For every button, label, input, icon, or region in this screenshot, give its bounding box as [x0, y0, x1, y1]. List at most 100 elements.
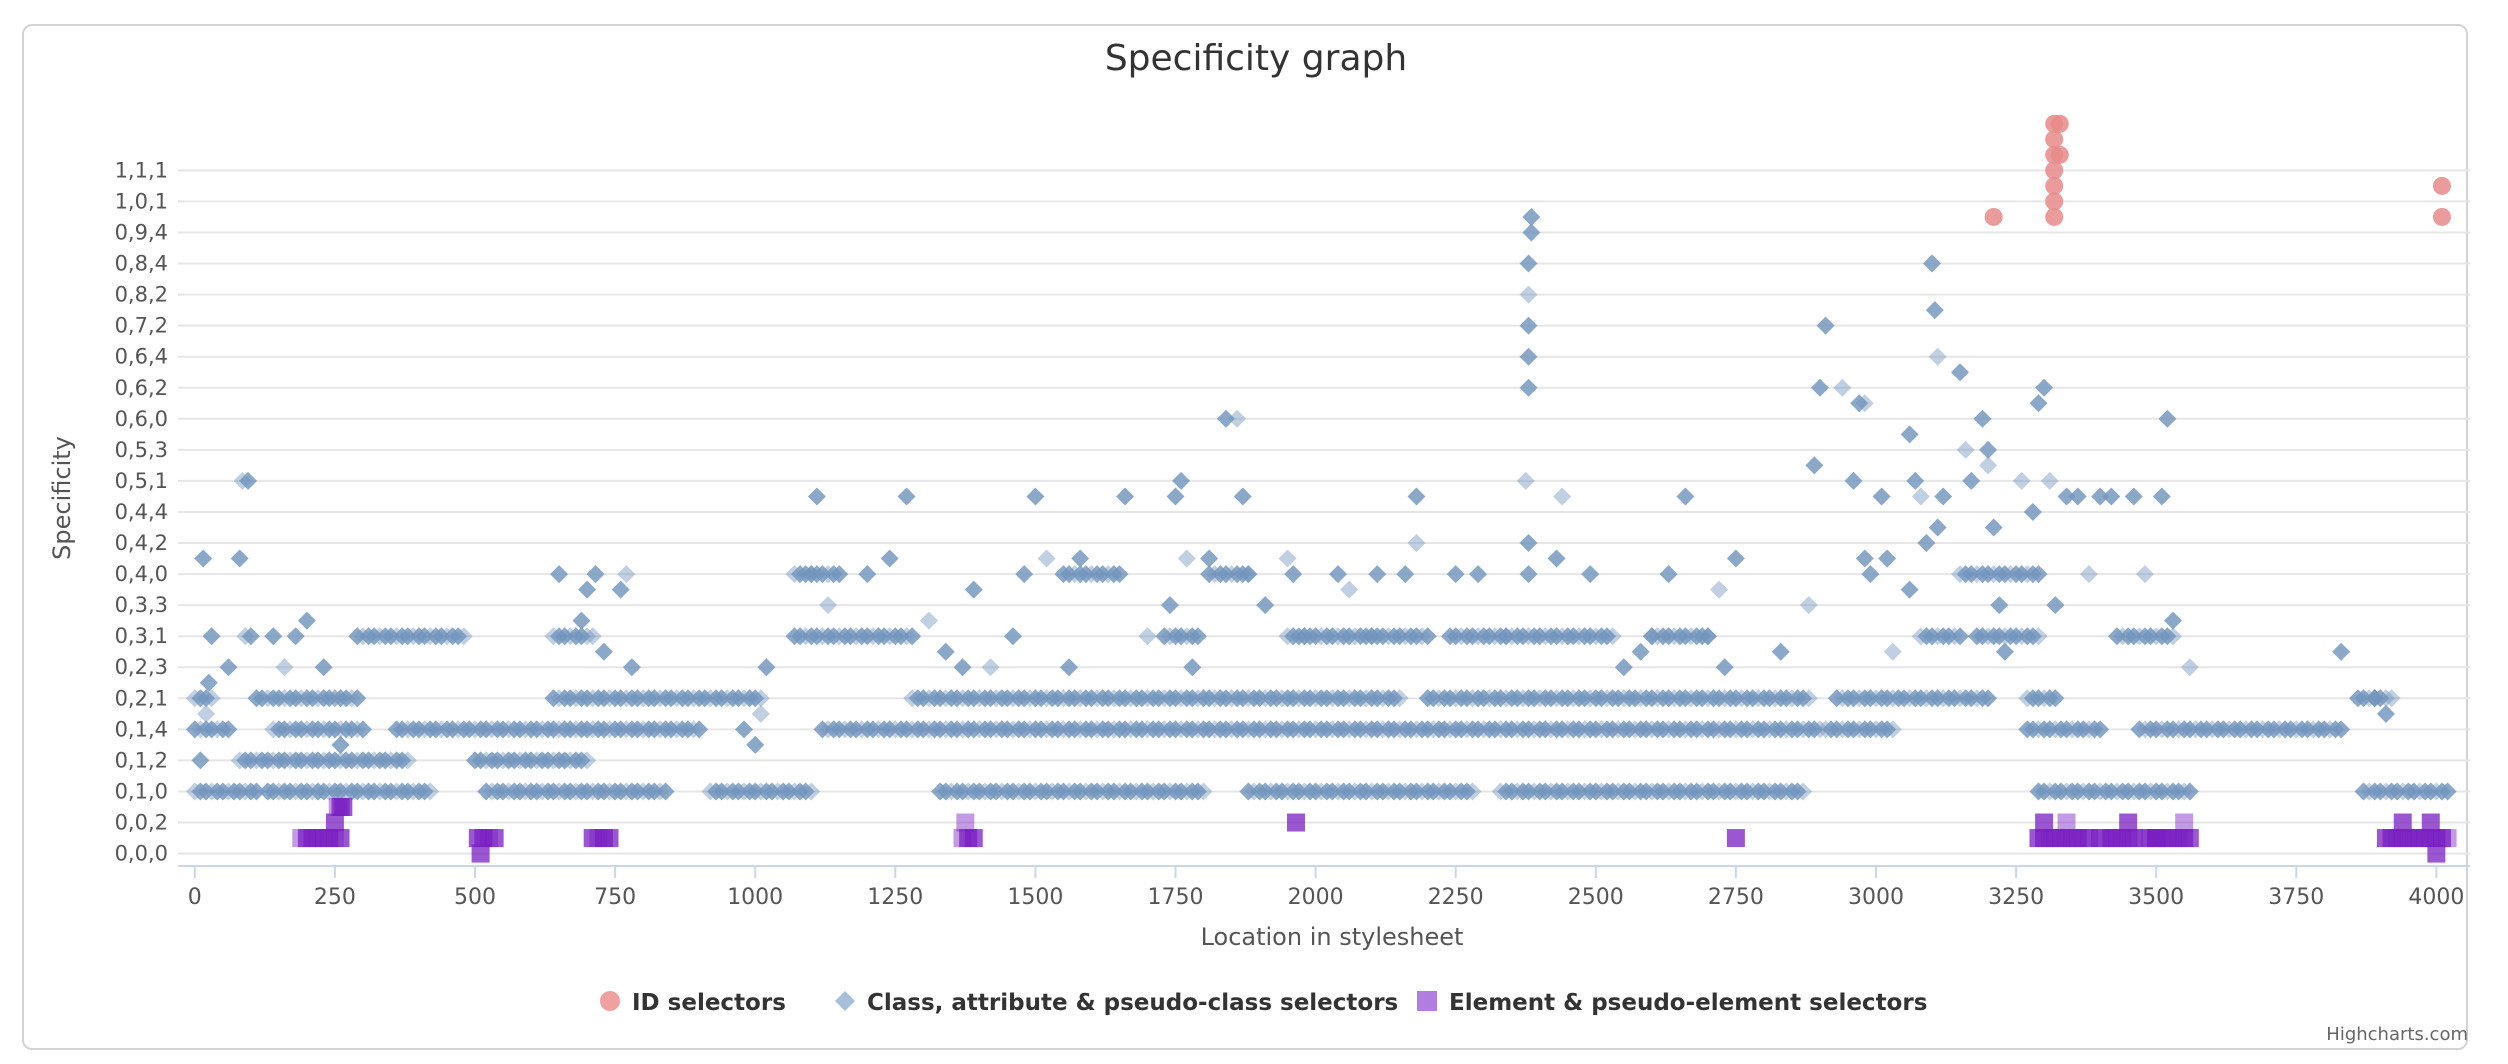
element-selector-point [2147, 829, 2166, 848]
class-selector-point [1228, 409, 1247, 428]
highcharts-credit[interactable]: Highcharts.com [2326, 1024, 2468, 1045]
class-selector-point [1760, 689, 1779, 708]
legend: ID selectors Class, attribute & pseudo-cl… [600, 990, 1927, 1016]
x-tick-label: 1250 [867, 885, 923, 910]
class-selector-point [1659, 627, 1678, 646]
class-selector-point [1357, 782, 1376, 801]
class-selector-point [830, 720, 849, 739]
class-selector-point [2180, 658, 2199, 677]
element-selector-point [964, 829, 983, 848]
class-selector-point [1519, 565, 1538, 584]
class-selector-point [1065, 720, 1084, 739]
id-selector-point [2045, 176, 2064, 195]
y-tick-label: 0,3,3 [115, 593, 168, 617]
class-selector-point [981, 658, 1000, 677]
class-selector-point [1816, 316, 1835, 335]
class-selector-point [678, 689, 697, 708]
x-tick-label: 2750 [1708, 885, 1764, 910]
class-selector-point [1928, 689, 1947, 708]
chart-title: Specificity graph [1105, 38, 1407, 79]
element-selector-point [485, 829, 504, 848]
class-selector-point [594, 782, 613, 801]
class-selector-point [353, 720, 372, 739]
class-selector-point [202, 720, 221, 739]
class-selector-point [415, 782, 434, 801]
class-selector-point [1418, 627, 1437, 646]
class-selector-point [572, 751, 591, 770]
class-selector-point [1547, 549, 1566, 568]
class-selector-point [1536, 782, 1555, 801]
class-selector-point [191, 751, 210, 770]
class-selector-point [421, 782, 440, 801]
class-selector-point [1289, 782, 1308, 801]
class-selector-point [1216, 720, 1235, 739]
class-selector-point [2169, 782, 2188, 801]
class-selector-point [2035, 378, 2054, 397]
class-selector-point [1284, 720, 1303, 739]
class-selector-point [1738, 720, 1757, 739]
class-selector-point [1362, 627, 1381, 646]
class-selector-point [1373, 782, 1392, 801]
x-tick-label: 0 [188, 885, 202, 910]
class-selector-point [2404, 782, 2423, 801]
class-selector-point [1670, 782, 1689, 801]
class-selector-point [1721, 782, 1740, 801]
element-selector-point [331, 829, 350, 848]
class-selector-point [1844, 720, 1863, 739]
class-selector-point [1995, 565, 2014, 584]
legend-item-class[interactable]: Class, attribute & pseudo-class selector… [835, 990, 1398, 1016]
class-selector-point [342, 720, 361, 739]
class-selector-point [2180, 782, 2199, 801]
class-selector-point [1194, 782, 1213, 801]
class-selector-point [1951, 363, 1970, 382]
class-selector-point [2091, 720, 2110, 739]
class-selector-point [342, 751, 361, 770]
element-selector-point [1286, 813, 1305, 832]
y-tick-label: 1,1,1 [115, 158, 168, 182]
class-selector-point [931, 720, 950, 739]
x-tick-label: 500 [454, 885, 496, 910]
y-tick-label: 0,8,4 [115, 252, 168, 276]
class-selector-point [1799, 689, 1818, 708]
class-selector-point [1278, 549, 1297, 568]
class-selector-point [712, 689, 731, 708]
series-group [292, 797, 2457, 863]
class-selector-point [510, 782, 529, 801]
class-selector-point [393, 720, 412, 739]
y-tick-label: 0,6,4 [115, 345, 168, 369]
class-selector-point [477, 782, 496, 801]
class-selector-point [1329, 565, 1348, 584]
class-selector-point [1502, 720, 1521, 739]
class-selector-point [381, 782, 400, 801]
class-selector-point [1446, 565, 1465, 584]
class-selector-point [281, 782, 300, 801]
class-selector-point [1872, 487, 1891, 506]
class-selector-point [1401, 720, 1420, 739]
element-selector-point [2438, 829, 2457, 848]
class-selector-point [1065, 689, 1084, 708]
class-selector-point [734, 720, 753, 739]
element-selector-point [2393, 813, 2412, 832]
class-selector-point [233, 471, 252, 490]
class-selector-point [555, 751, 574, 770]
class-selector-point [275, 720, 294, 739]
class-selector-point [662, 720, 681, 739]
class-selector-point [2332, 642, 2351, 661]
class-selector-point [578, 689, 597, 708]
class-selector-point [471, 751, 490, 770]
class-selector-point [2214, 720, 2233, 739]
element-selector-point [2079, 829, 2098, 848]
class-selector-point [1637, 782, 1656, 801]
legend-item-element[interactable]: Element & pseudo-element selectors [1417, 990, 1927, 1016]
id-selector-point [2045, 130, 2064, 149]
class-selector-point [578, 751, 597, 770]
x-tick-label: 1750 [1147, 885, 1203, 910]
class-selector-point [751, 704, 770, 723]
class-selector-point [2068, 487, 2087, 506]
legend-item-id[interactable]: ID selectors [600, 990, 786, 1016]
class-selector-point [1906, 471, 1925, 490]
class-selector-point [527, 782, 546, 801]
class-selector-point [2421, 782, 2440, 801]
class-selector-point [1911, 487, 1930, 506]
class-selector-point [1463, 627, 1482, 646]
